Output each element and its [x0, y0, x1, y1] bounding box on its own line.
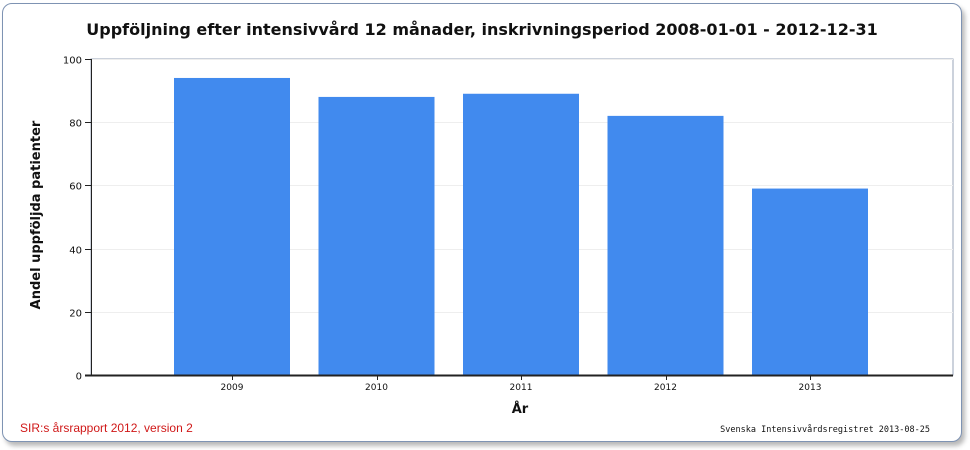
chart-title: Uppföljning efter intensivvård 12 månade…: [86, 20, 878, 39]
x-tick-label: 2012: [654, 383, 677, 393]
report-version-note: SIR:s årsrapport 2012, version 2: [20, 421, 193, 435]
bar-2011: [463, 93, 579, 375]
y-tick-label: 20: [69, 309, 82, 320]
bars: [174, 77, 868, 376]
x-tick-label: 2010: [365, 383, 388, 393]
y-tick-label: 0: [76, 372, 82, 383]
y-tick-label: 60: [69, 182, 82, 193]
x-axis-label: År: [512, 401, 529, 417]
x-tick-label: 2011: [510, 383, 533, 393]
y-tick-label: 100: [63, 56, 82, 67]
x-tick-label: 2013: [799, 383, 822, 393]
bar-2013: [752, 188, 868, 375]
y-axis-label: Andel uppföljda patienter: [29, 120, 44, 309]
source-note: Svenska Intensivvårdsregistret 2013-08-2…: [720, 425, 930, 435]
bar-2009: [174, 77, 290, 376]
y-tick-label: 80: [69, 119, 82, 130]
bar-2010: [318, 96, 435, 376]
y-tick-label: 40: [69, 246, 82, 257]
x-tick-label: 2009: [221, 383, 244, 393]
bar-2012: [607, 115, 724, 375]
axes: 0 20 40 60 80 100 2009 2010 2011 2012 2013: [63, 56, 953, 393]
